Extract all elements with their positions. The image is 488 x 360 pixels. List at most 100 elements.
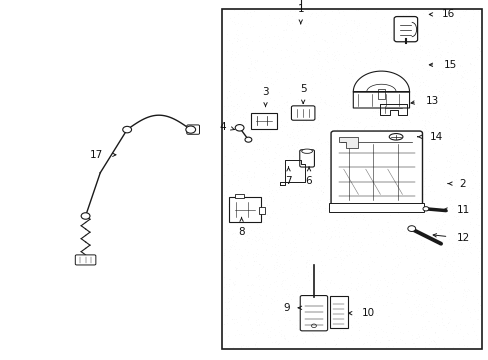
Point bbox=[251, 113, 259, 118]
Point bbox=[338, 175, 346, 181]
Point bbox=[449, 142, 457, 148]
Point bbox=[397, 116, 405, 121]
Point bbox=[408, 205, 416, 211]
Point bbox=[420, 178, 427, 184]
Point bbox=[259, 197, 267, 203]
Point bbox=[266, 81, 274, 86]
Point bbox=[438, 179, 446, 185]
Point bbox=[262, 82, 269, 88]
Point bbox=[262, 146, 269, 152]
Point bbox=[319, 189, 326, 195]
Point bbox=[316, 332, 324, 338]
Point bbox=[438, 65, 446, 71]
Point bbox=[337, 225, 345, 230]
Point bbox=[237, 23, 244, 29]
Point bbox=[305, 14, 313, 19]
Point bbox=[314, 114, 322, 120]
Point bbox=[469, 153, 477, 159]
Point bbox=[416, 80, 424, 85]
Point bbox=[230, 243, 238, 249]
Point bbox=[465, 244, 472, 250]
Point bbox=[341, 176, 348, 182]
Point bbox=[381, 178, 389, 184]
Point bbox=[383, 188, 390, 194]
Point bbox=[276, 162, 284, 167]
Point bbox=[415, 269, 423, 274]
Point bbox=[336, 256, 344, 262]
Point bbox=[414, 212, 422, 218]
Point bbox=[261, 74, 268, 80]
Point bbox=[438, 207, 446, 213]
Point bbox=[420, 344, 427, 350]
Point bbox=[442, 157, 449, 163]
Point bbox=[391, 339, 399, 345]
Point bbox=[391, 264, 399, 269]
Point bbox=[431, 342, 439, 347]
Point bbox=[249, 258, 257, 264]
Point bbox=[407, 278, 415, 284]
Point bbox=[370, 258, 378, 264]
Point bbox=[221, 246, 229, 251]
Point bbox=[285, 90, 293, 96]
Point bbox=[252, 274, 260, 280]
Point bbox=[233, 231, 241, 237]
Point bbox=[239, 261, 247, 266]
Point bbox=[424, 228, 432, 233]
Point bbox=[406, 51, 414, 57]
Point bbox=[468, 215, 475, 221]
Point bbox=[382, 238, 389, 244]
Point bbox=[261, 319, 269, 325]
Point bbox=[289, 293, 297, 298]
Point bbox=[294, 231, 302, 237]
Point bbox=[404, 195, 411, 201]
Point bbox=[442, 37, 449, 43]
Point bbox=[303, 299, 311, 305]
Point bbox=[372, 158, 380, 164]
Point bbox=[347, 100, 355, 106]
Point bbox=[410, 287, 418, 293]
Point bbox=[330, 49, 338, 54]
Point bbox=[388, 326, 396, 332]
Point bbox=[264, 90, 271, 95]
Point bbox=[257, 190, 265, 196]
Point bbox=[249, 23, 257, 29]
Point bbox=[362, 339, 370, 345]
Point bbox=[446, 269, 453, 274]
Point bbox=[433, 32, 441, 38]
Point bbox=[401, 229, 409, 234]
Point bbox=[276, 170, 284, 176]
Point bbox=[407, 22, 414, 28]
Point bbox=[267, 243, 275, 249]
Point bbox=[281, 14, 289, 19]
Point bbox=[341, 51, 349, 57]
Point bbox=[449, 258, 457, 264]
Point bbox=[322, 45, 330, 51]
Point bbox=[259, 87, 266, 93]
Point bbox=[289, 61, 297, 67]
Point bbox=[353, 102, 361, 108]
Point bbox=[244, 66, 251, 71]
Point bbox=[450, 345, 458, 351]
Point bbox=[420, 120, 427, 126]
Point bbox=[403, 213, 411, 219]
Point bbox=[346, 38, 354, 44]
Point bbox=[280, 108, 287, 114]
Point bbox=[247, 47, 255, 53]
Point bbox=[391, 279, 399, 285]
Point bbox=[325, 328, 333, 333]
Point bbox=[415, 158, 423, 163]
Point bbox=[258, 236, 265, 242]
Point bbox=[446, 54, 454, 60]
Point bbox=[276, 327, 284, 333]
Point bbox=[406, 35, 413, 41]
Point bbox=[356, 40, 364, 46]
Point bbox=[380, 147, 387, 153]
Point bbox=[389, 270, 397, 276]
Point bbox=[266, 64, 274, 69]
Point bbox=[227, 48, 235, 54]
Point bbox=[386, 148, 394, 153]
Point bbox=[344, 243, 352, 249]
Point bbox=[394, 204, 402, 210]
Point bbox=[289, 135, 297, 140]
Point bbox=[445, 172, 452, 178]
